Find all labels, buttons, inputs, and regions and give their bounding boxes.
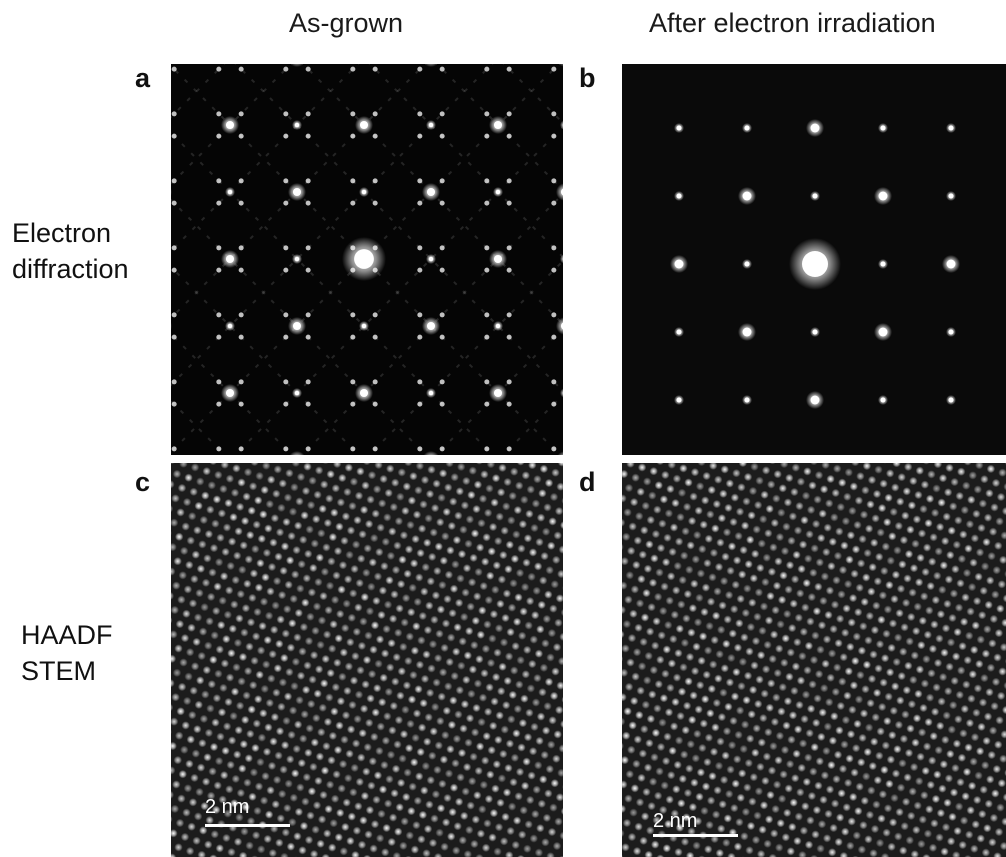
- panel-letter-b: b: [579, 63, 596, 93]
- panel-letter-d: d: [579, 467, 596, 497]
- scale-bar-label: 2 nm: [205, 796, 250, 818]
- scale-bar-d: 2 nm: [653, 810, 738, 842]
- column-title-after-irradiation: After electron irradiation: [649, 8, 936, 38]
- column-title-as-grown: As-grown: [289, 8, 404, 38]
- row-label-line: Electron: [12, 218, 112, 248]
- scale-bar-c: 2 nm: [205, 796, 290, 828]
- row-label-line: HAADF: [21, 620, 113, 650]
- scale-bar-line: [653, 834, 738, 837]
- diffraction-pattern-irradiated: [622, 64, 1006, 455]
- row-label-electron-diffraction: Electron diffraction: [12, 215, 129, 287]
- row-label-haadf-stem: HAADF STEM: [21, 617, 113, 689]
- panel-letter-c: c: [135, 467, 151, 497]
- haadf-stem-image-irradiated: [622, 463, 1006, 857]
- scale-bar-line: [205, 824, 290, 827]
- diffraction-pattern-as-grown: [171, 64, 563, 455]
- row-label-line: diffraction: [12, 254, 129, 284]
- row-label-line: STEM: [21, 656, 97, 686]
- panel-letter-a: a: [135, 63, 151, 93]
- scale-bar-label: 2 nm: [653, 810, 698, 832]
